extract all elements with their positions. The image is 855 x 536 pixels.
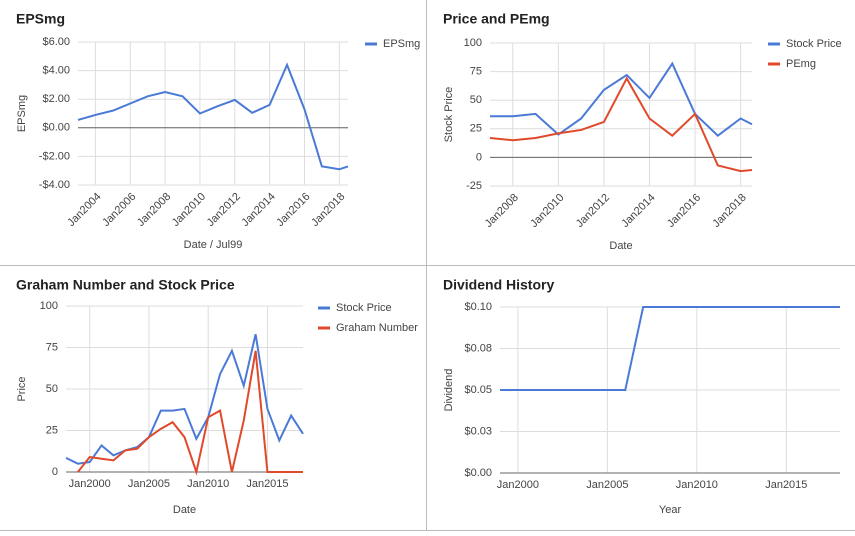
x-tick-label: Jan2005 [128,478,170,490]
y-tick-label: $4.00 [42,65,70,77]
y-tick-label: 75 [470,66,482,78]
y-tick-label: -$2.00 [39,150,70,162]
x-tick-label: Jan2015 [765,479,807,491]
x-axis-label: Year [659,504,682,516]
x-tick-label: Jan2005 [586,479,628,491]
x-axis-label: Date [173,504,196,516]
legend-label: Stock Price [336,302,392,314]
y-tick-label: 50 [470,94,482,106]
chart-title: Price and PEmg [443,11,550,27]
y-axis-label: Price [16,376,28,401]
x-tick-label: Jan2000 [69,478,111,490]
chart-title: Dividend History [443,277,554,293]
y-axis-label: Dividend [443,369,455,412]
chart-title: Graham Number and Stock Price [16,277,235,293]
chart-title: EPSmg [16,11,65,27]
x-tick-label: Jan2010 [676,479,718,491]
x-tick-label: Jan2000 [497,479,539,491]
data-line [489,76,753,173]
x-axis-label: Date [609,240,632,252]
y-tick-label: -$4.00 [39,179,70,191]
y-tick-label: 25 [46,424,58,436]
y-tick-label: 100 [40,300,58,312]
x-tick-label: Jan2010 [187,478,229,490]
y-tick-label: $0.05 [464,384,492,396]
y-tick-label: $0.10 [464,301,492,313]
y-tick-label: $0.00 [464,467,492,479]
data-line [77,350,303,476]
y-tick-label: $0.08 [464,342,492,354]
y-tick-label: 0 [476,151,482,163]
y-axis-label: EPSmg [16,95,28,132]
y-tick-label: 75 [46,341,58,353]
y-tick-label: 100 [464,37,482,49]
data-line [65,333,304,465]
y-axis-label: Stock Price [443,87,455,143]
legend-label: EPSmg [383,38,420,50]
y-tick-label: $6.00 [42,36,70,48]
y-tick-label: $2.00 [42,93,70,105]
data-line [490,61,753,137]
y-tick-label: -25 [466,180,482,192]
data-line [500,306,840,391]
y-tick-label: 50 [46,383,58,395]
x-axis-label: Date / Jul99 [184,239,243,251]
legend-label: PEmg [786,58,816,70]
y-tick-label: 25 [470,123,482,135]
y-tick-label: $0.03 [464,425,492,437]
y-tick-label: $0.00 [42,122,70,134]
legend-label: Stock Price [786,38,842,50]
data-line [77,62,349,171]
y-tick-label: 0 [52,466,58,478]
legend-label: Graham Number [336,322,418,334]
x-tick-label: Jan2015 [246,478,288,490]
